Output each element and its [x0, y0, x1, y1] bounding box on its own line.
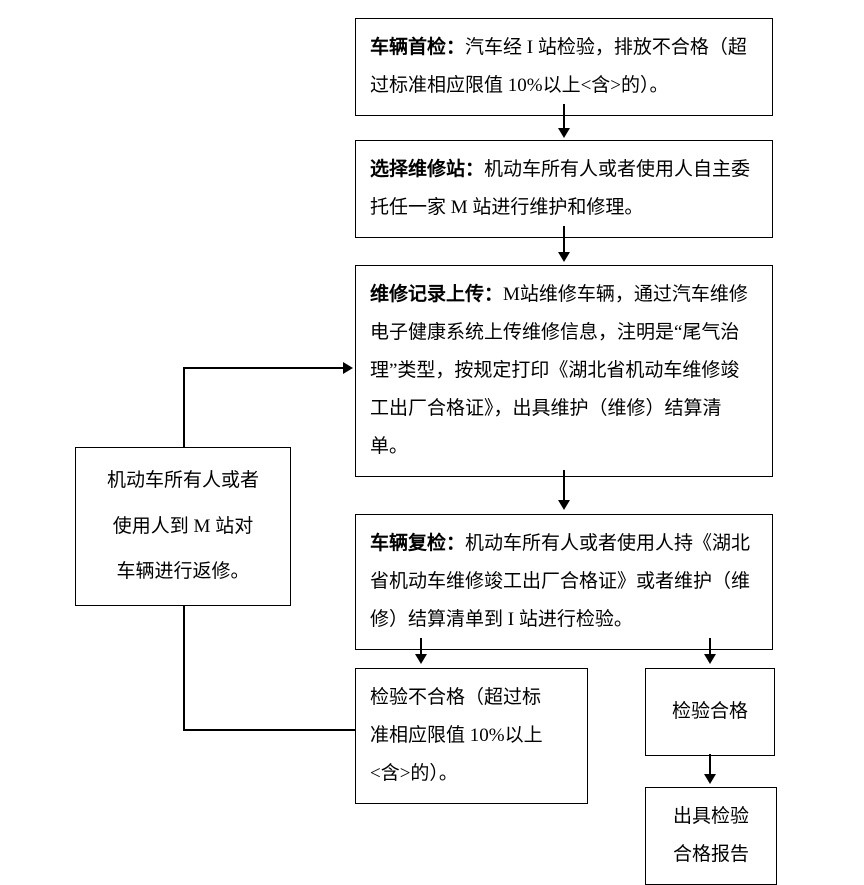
node-title: 车辆首检：	[370, 37, 465, 58]
arrow-line	[563, 104, 565, 130]
node-title: 车辆复检：	[370, 533, 465, 554]
arrow-head-down-icon	[704, 654, 716, 664]
node-text: 检验合格	[672, 701, 748, 722]
node-line: 车辆进行返修。	[90, 549, 276, 595]
node-line: <含>的）。	[370, 755, 573, 793]
node-issue-report: 出具检验 合格报告	[645, 787, 777, 885]
arrow-line	[563, 470, 565, 502]
node-line: 机动车所有人或者	[90, 458, 276, 504]
arrow-line	[183, 729, 355, 731]
arrow-head-down-icon	[558, 128, 570, 138]
arrow-line	[183, 367, 343, 369]
node-line: 检验不合格（超过标	[370, 679, 573, 717]
arrow-head-down-icon	[558, 500, 570, 510]
node-line: 出具检验	[660, 798, 762, 836]
arrow-line	[709, 754, 711, 776]
node-pass-inspection: 检验合格	[645, 668, 775, 756]
arrow-head-down-icon	[704, 774, 716, 784]
arrow-line	[183, 605, 185, 730]
node-upload-record: 维修记录上传：M站维修车辆，通过汽车维修电子健康系统上传维修信息，注明是“尾气治…	[355, 265, 773, 477]
arrow-head-down-icon	[558, 252, 570, 262]
node-line: 准相应限值 10%以上	[370, 717, 573, 755]
arrow-line	[563, 226, 565, 254]
node-body: M站维修车辆，通过汽车维修电子健康系统上传维修信息，注明是“尾气治理”类型，按规…	[370, 284, 748, 457]
node-first-inspection: 车辆首检：汽车经 I 站检验，排放不合格（超过标准相应限值 10%以上<含>的）…	[355, 18, 773, 116]
arrow-line	[183, 367, 185, 447]
node-reinspection: 车辆复检：机动车所有人或者使用人持《湖北省机动车维修竣工出厂合格证》或者维护（维…	[355, 514, 773, 650]
node-line: 合格报告	[660, 836, 762, 874]
arrow-head-right-icon	[343, 362, 353, 374]
node-title: 选择维修站：	[370, 159, 484, 180]
node-select-station: 选择维修站：机动车所有人或者使用人自主委托任一家 M 站进行维护和修理。	[355, 140, 773, 238]
arrow-head-down-icon	[415, 654, 427, 664]
node-line: 使用人到 M 站对	[90, 504, 276, 550]
node-title: 维修记录上传：	[370, 284, 503, 305]
node-fail-inspection: 检验不合格（超过标 准相应限值 10%以上 <含>的）。	[355, 668, 588, 804]
node-return-repair: 机动车所有人或者 使用人到 M 站对 车辆进行返修。	[75, 447, 291, 606]
